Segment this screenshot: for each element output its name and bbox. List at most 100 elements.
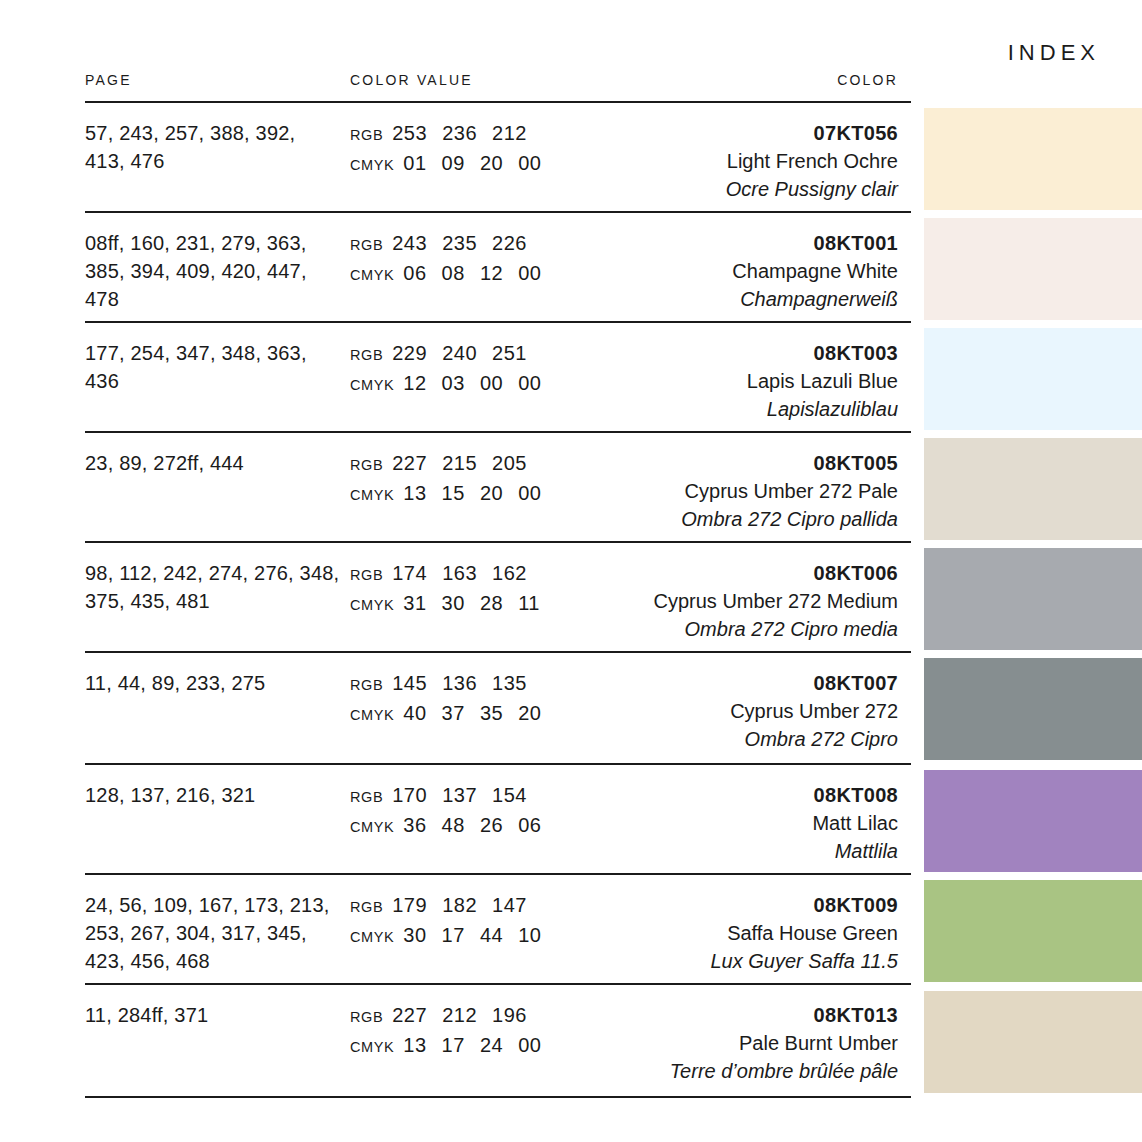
swatch-cell	[911, 543, 1142, 653]
color-name-localized: Champagnerweiß	[650, 285, 898, 313]
cmyk-value: 31 30 28 11	[403, 592, 540, 614]
swatch-cell	[911, 653, 1142, 765]
cmyk-value: 30 17 44 10	[403, 924, 541, 946]
cmyk-value: 12 03 00 00	[403, 372, 541, 394]
rgb-value: 227 215 205	[392, 452, 527, 474]
table-row-main: 11, 284ff, 371 RGB 227 212 196 CMYK13 17 …	[85, 985, 911, 1098]
color-index-table: PAGE COLOR VALUE COLOR 57, 243, 257, 388…	[85, 52, 1142, 1098]
color-name: Champagne White	[650, 257, 898, 285]
rgb-line: RGB 170 137 154	[350, 781, 650, 811]
color-name: Light French Ochre	[650, 147, 898, 175]
rgb-label: RGB	[350, 127, 383, 143]
color-swatch	[924, 108, 1142, 210]
color-value-cell: RGB253 236 212 CMYK01 09 20 00	[350, 103, 650, 211]
color-code: 08KT008	[650, 781, 898, 809]
table-row-main: 177, 254, 347, 348, 363, 436 RGB 229 240 …	[85, 323, 911, 433]
rgb-label: RGB	[350, 567, 383, 583]
rgb-value: 229 240 251	[392, 342, 527, 364]
color-swatch	[924, 658, 1142, 760]
cmyk-line: CMYK 31 30 28 11	[350, 589, 650, 619]
cmyk-line: CMYK13 15 20 00	[350, 479, 650, 509]
swatch-cell	[911, 985, 1142, 1098]
color-name-localized: Terre d’ombre brûlée pâle	[650, 1057, 898, 1085]
cmyk-line: CMYK40 37 35 20	[350, 699, 650, 729]
color-identity-cell: 08KT005 Cyprus Umber 272 Pale Ombra 272 …	[650, 433, 911, 541]
color-value-cell: RGB243 235 226 CMYK06 08 12 00	[350, 213, 650, 321]
color-code: 08KT005	[650, 449, 898, 477]
rgb-value: 227 212 196	[392, 1004, 527, 1026]
color-identity-cell: 08KT009 Saffa House Green Lux Guyer Saff…	[650, 875, 911, 983]
page-numbers-cell: 57, 243, 257, 388, 392, 413, 476	[85, 103, 350, 211]
color-identity-cell: 07KT056 Light French Ochre Ocre Pussigny…	[650, 103, 911, 211]
color-name-localized: Ombra 272 Cipro media	[650, 615, 898, 643]
table-row: 23, 89, 272ff, 444 RGB227 215 205 CMYK13…	[85, 433, 1142, 543]
color-name: Pale Burnt Umber	[650, 1029, 898, 1057]
rgb-label: RGB	[350, 347, 383, 363]
color-name: Saffa House Green	[650, 919, 898, 947]
cmyk-label: CMYK	[350, 929, 394, 945]
color-code: 08KT007	[650, 669, 898, 697]
rgb-line: RGB 174 163 162	[350, 559, 650, 589]
table-body: 57, 243, 257, 388, 392, 413, 476 RGB253 …	[85, 103, 1142, 1098]
table-row-main: 08ff, 160, 231, 279, 363, 385, 394, 409,…	[85, 213, 911, 323]
cmyk-label: CMYK	[350, 597, 394, 613]
table-row: 11, 284ff, 371 RGB 227 212 196 CMYK13 17 …	[85, 985, 1142, 1098]
rgb-line: RGB 229 240 251	[350, 339, 650, 369]
table-row-main: 23, 89, 272ff, 444 RGB227 215 205 CMYK13…	[85, 433, 911, 543]
page-numbers-cell: 128, 137, 216, 321	[85, 765, 350, 873]
color-code: 08KT001	[650, 229, 898, 257]
cmyk-value: 40 37 35 20	[403, 702, 541, 724]
color-name: Matt Lilac	[650, 809, 898, 837]
swatch-cell	[911, 323, 1142, 433]
rgb-value: 170 137 154	[392, 784, 527, 806]
swatch-cell	[911, 103, 1142, 213]
rgb-line: RGB 179 182 147	[350, 891, 650, 921]
color-name-localized: Ocre Pussigny clair	[650, 175, 898, 203]
cmyk-value: 01 09 20 00	[403, 152, 541, 174]
rgb-label: RGB	[350, 789, 383, 805]
color-identity-cell: 08KT003 Lapis Lazuli Blue Lapislazulibla…	[650, 323, 911, 431]
color-code: 08KT003	[650, 339, 898, 367]
swatch-cell	[911, 433, 1142, 543]
color-value-cell: RGB 174 163 162 CMYK 31 30 28 11	[350, 543, 650, 651]
page-numbers-cell: 11, 44, 89, 233, 275	[85, 653, 350, 763]
color-swatch	[924, 218, 1142, 320]
cmyk-line: CMYK13 17 24 00	[350, 1031, 650, 1061]
color-name-localized: Lux Guyer Saffa 11.5	[650, 947, 898, 975]
color-name-localized: Mattlila	[650, 837, 898, 865]
color-code: 08KT006	[650, 559, 898, 587]
page-numbers-cell: 23, 89, 272ff, 444	[85, 433, 350, 541]
cmyk-line: CMYK06 08 12 00	[350, 259, 650, 289]
swatch-cell	[911, 765, 1142, 875]
rgb-line: RGB243 235 226	[350, 229, 650, 259]
color-identity-cell: 08KT013 Pale Burnt Umber Terre d’ombre b…	[650, 985, 911, 1096]
rgb-value: 174 163 162	[392, 562, 527, 584]
color-value-cell: RGB227 215 205 CMYK13 15 20 00	[350, 433, 650, 541]
rgb-value: 179 182 147	[392, 894, 527, 916]
table-row-main: 128, 137, 216, 321 RGB170 137 154 CMYK36…	[85, 765, 911, 875]
cmyk-line: CMYK01 09 20 00	[350, 149, 650, 179]
cmyk-value: 06 08 12 00	[403, 262, 541, 284]
color-value-cell: RGB 227 212 196 CMYK13 17 24 00	[350, 985, 650, 1096]
table-row: 24, 56, 109, 167, 173, 213, 253, 267, 30…	[85, 875, 1142, 985]
page-numbers-cell: 11, 284ff, 371	[85, 985, 350, 1096]
color-identity-cell: 08KT007 Cyprus Umber 272 Ombra 272 Cipro	[650, 653, 911, 763]
rgb-line: RGB227 215 205	[350, 449, 650, 479]
cmyk-value: 36 48 26 06	[403, 814, 541, 836]
page-numbers-cell: 177, 254, 347, 348, 363, 436	[85, 323, 350, 431]
color-code: 08KT009	[650, 891, 898, 919]
swatch-cell	[911, 875, 1142, 985]
page-numbers-cell: 08ff, 160, 231, 279, 363, 385, 394, 409,…	[85, 213, 350, 321]
color-swatch	[924, 438, 1142, 540]
color-identity-cell: 08KT006 Cyprus Umber 272 Medium Ombra 27…	[650, 543, 911, 651]
color-swatch	[924, 880, 1142, 982]
swatch-cell	[911, 213, 1142, 323]
table-row: 98, 112, 242, 274, 276, 348, 375, 435, 4…	[85, 543, 1142, 653]
table-row-main: 24, 56, 109, 167, 173, 213, 253, 267, 30…	[85, 875, 911, 985]
color-name: Cyprus Umber 272	[650, 697, 898, 725]
column-header-color: COLOR	[650, 72, 911, 88]
rgb-label: RGB	[350, 1009, 383, 1025]
column-header-color-value: COLOR VALUE	[350, 72, 650, 88]
rgb-label: RGB	[350, 899, 383, 915]
color-name-localized: Ombra 272 Cipro	[650, 725, 898, 753]
